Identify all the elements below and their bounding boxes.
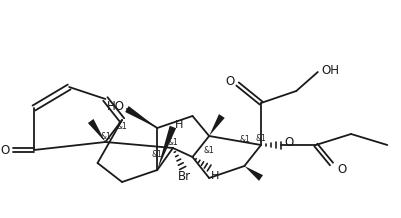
Text: O: O [337, 162, 346, 175]
Text: &1: &1 [256, 133, 266, 143]
Polygon shape [88, 119, 105, 142]
Text: &1: &1 [239, 135, 250, 143]
Text: O: O [0, 143, 10, 157]
Text: Br: Br [178, 170, 191, 182]
Text: O: O [225, 75, 235, 87]
Text: O: O [285, 136, 294, 148]
Text: &1: &1 [117, 121, 128, 131]
Text: H: H [211, 171, 219, 181]
Polygon shape [209, 114, 225, 136]
Text: &1: &1 [204, 145, 215, 155]
Text: &1: &1 [168, 138, 178, 146]
Text: OH: OH [322, 63, 340, 77]
Text: HO: HO [107, 99, 125, 112]
Polygon shape [157, 126, 176, 170]
Text: &1: &1 [100, 131, 111, 140]
Polygon shape [125, 106, 157, 128]
Text: &1: &1 [152, 150, 163, 158]
Polygon shape [244, 166, 263, 181]
Text: H: H [174, 120, 183, 130]
